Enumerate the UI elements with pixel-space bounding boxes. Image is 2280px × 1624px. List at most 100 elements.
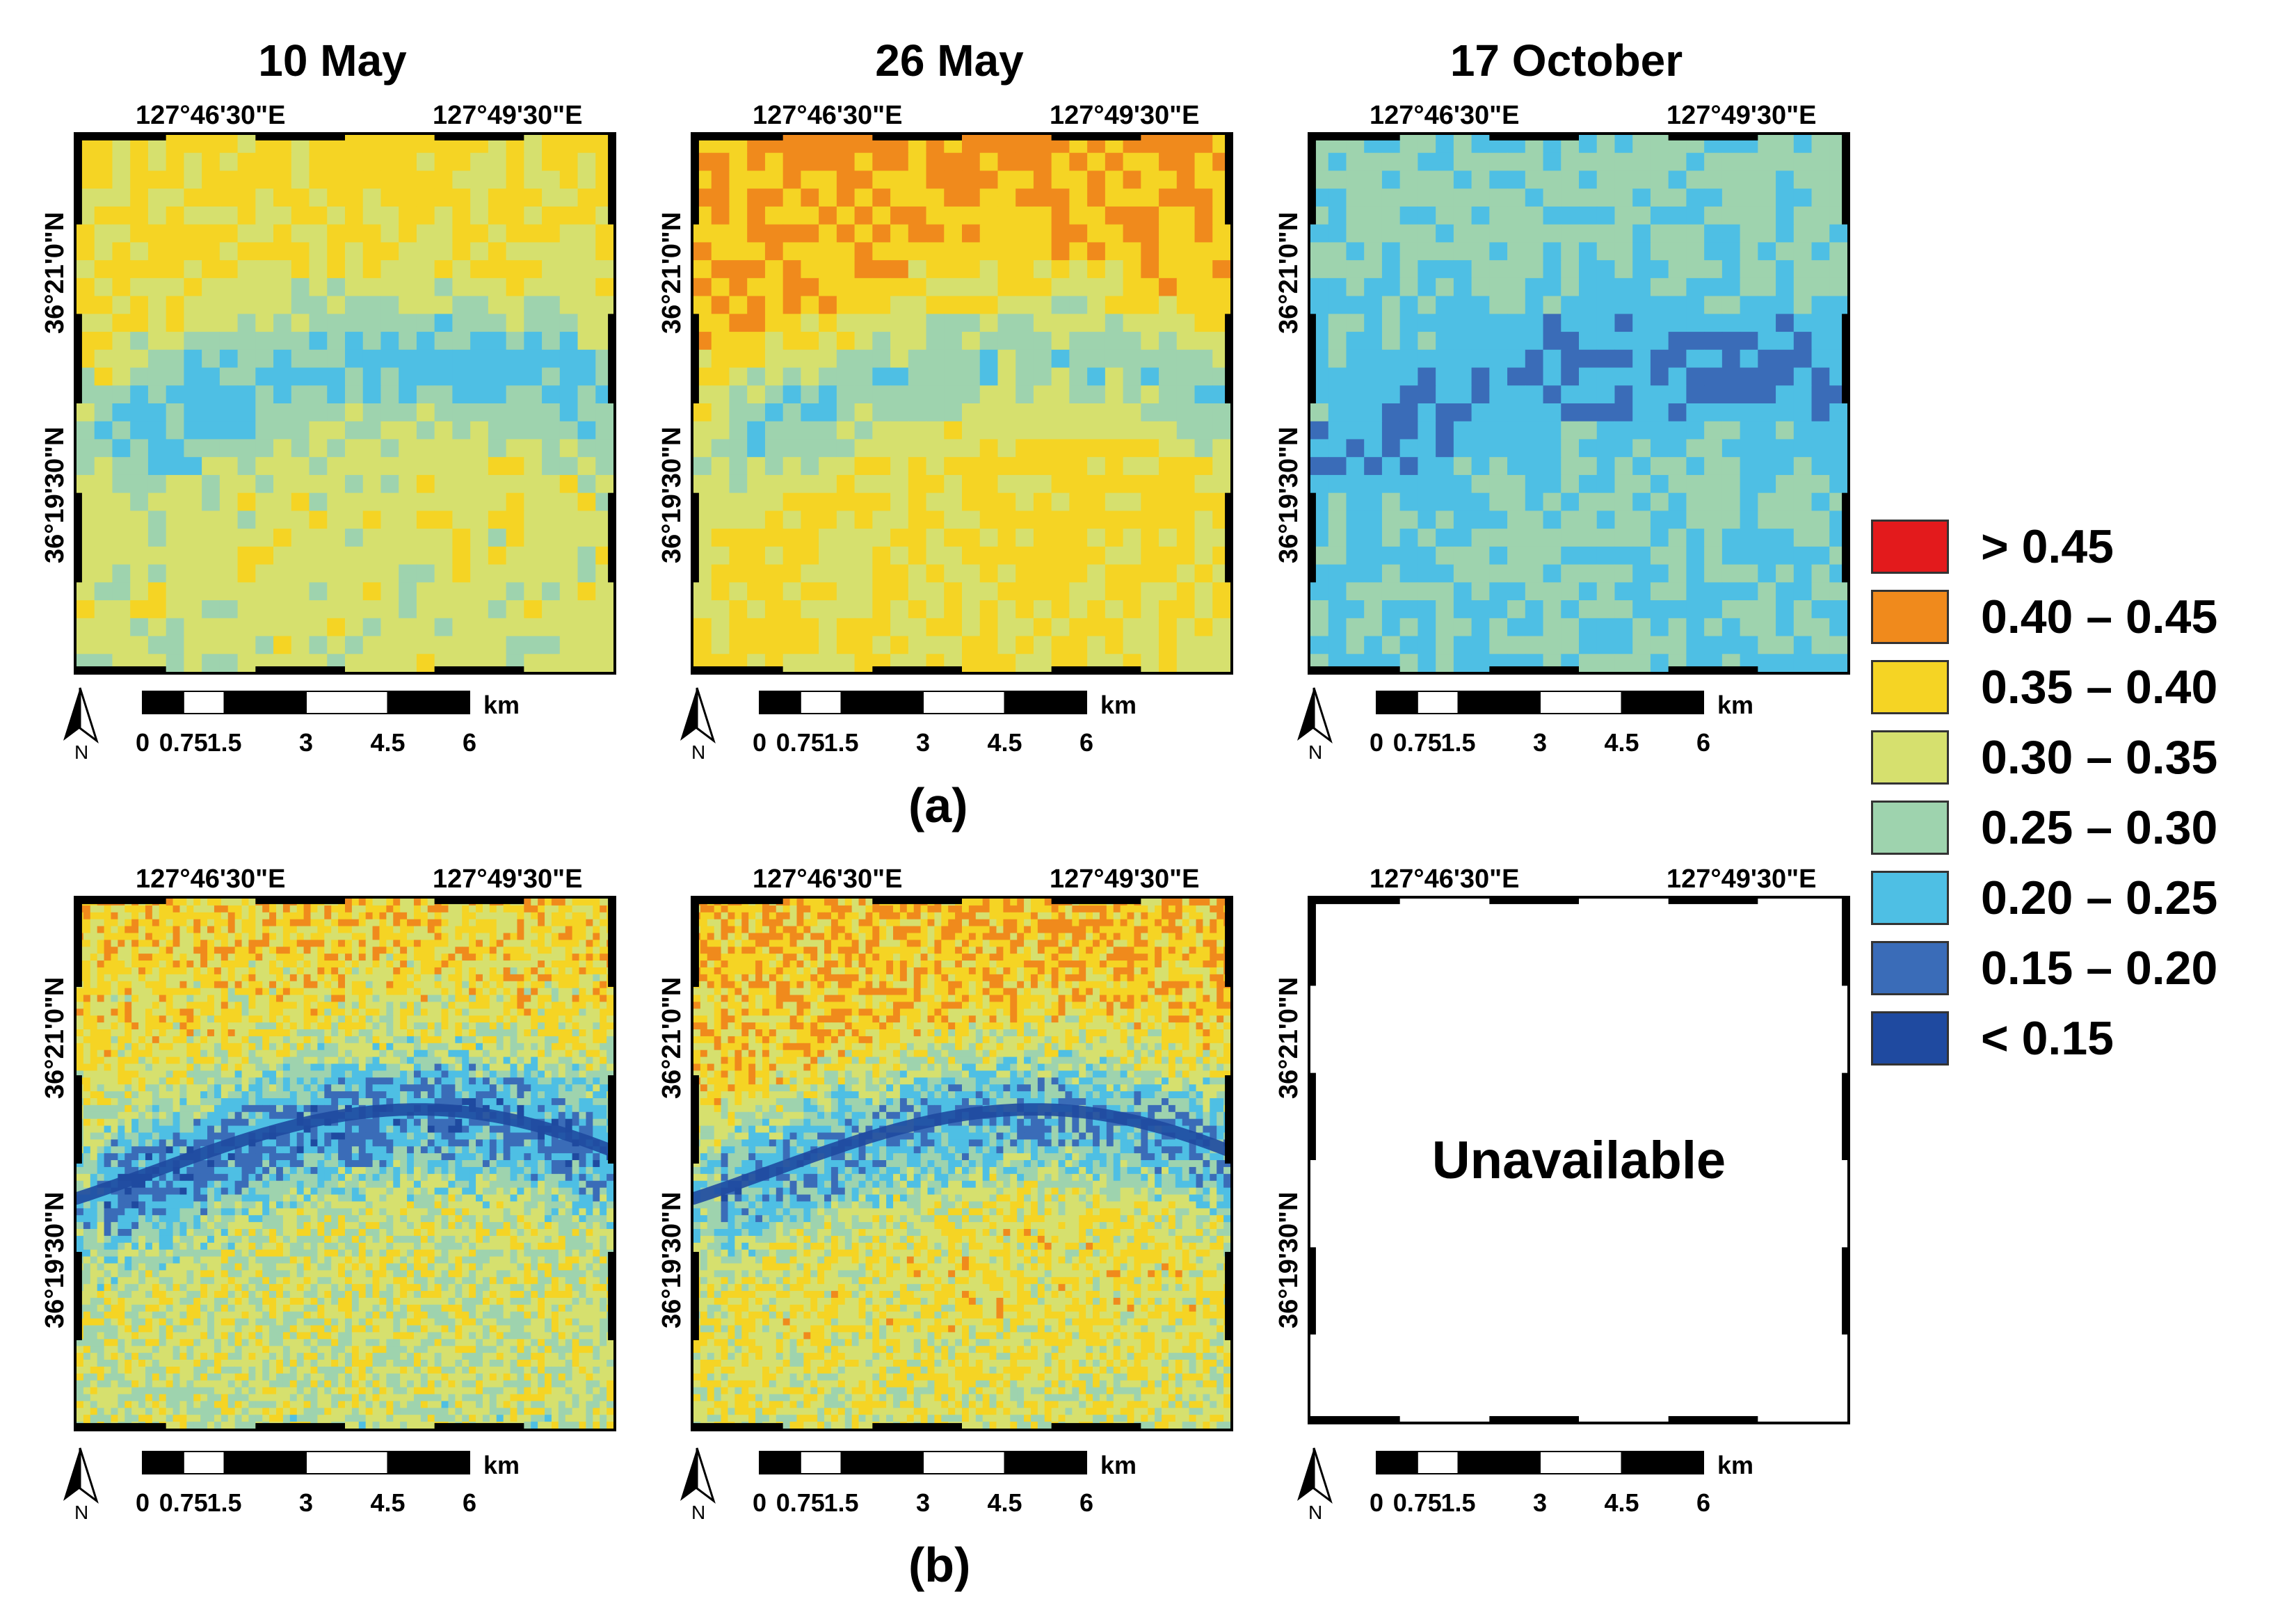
map-cell <box>1686 170 1705 189</box>
map-cell <box>524 278 543 297</box>
map-cell <box>94 367 113 386</box>
map-cell <box>452 654 471 672</box>
map-cell <box>510 947 517 954</box>
map-cell <box>351 912 360 920</box>
map-cell <box>269 905 277 913</box>
map-cell <box>393 1043 401 1051</box>
map-cell <box>420 933 428 940</box>
map-cell <box>455 1084 463 1092</box>
map-cell <box>145 1002 153 1009</box>
map-cell <box>1033 582 1052 601</box>
map-cell <box>470 492 489 511</box>
map-cell <box>399 135 417 154</box>
map-cell <box>579 940 586 947</box>
map-cell <box>819 242 837 261</box>
map-cell <box>97 1056 105 1065</box>
map-cell <box>90 912 98 920</box>
map-cell <box>296 954 305 961</box>
map-cell <box>593 995 600 1002</box>
map-cell <box>538 954 545 961</box>
scale-tick-label: 4.5 <box>987 728 1022 757</box>
map-cell <box>166 947 174 954</box>
map-cell <box>413 1008 422 1016</box>
map-cell <box>331 967 339 975</box>
map-cell <box>607 947 613 954</box>
map-cell <box>83 1029 91 1037</box>
map-coarse-10-may <box>74 132 616 675</box>
map-cell <box>186 919 194 927</box>
map-cell <box>462 1063 469 1071</box>
lon-label-left: 127°46'30"E <box>136 101 286 130</box>
map-cell <box>1212 492 1230 511</box>
map-cell <box>1704 278 1723 297</box>
map-cell <box>496 919 504 927</box>
map-cell <box>1033 135 1052 154</box>
map-cell <box>434 1050 442 1058</box>
map-cell <box>269 1029 277 1037</box>
map-cell <box>276 1015 284 1023</box>
map-cell <box>1650 349 1669 369</box>
map-cell <box>524 967 531 975</box>
map-cell <box>1194 224 1213 243</box>
map-cell <box>1686 314 1705 332</box>
map-cell <box>1418 582 1436 601</box>
map-cell <box>184 242 202 261</box>
map-cell <box>1176 439 1196 458</box>
map-cell <box>1525 403 1544 422</box>
map-cell <box>166 912 174 920</box>
map-cell <box>207 912 215 920</box>
map-cell <box>234 995 243 1002</box>
map-cell <box>819 564 837 583</box>
map-cell <box>1212 242 1230 261</box>
map-cell <box>452 582 471 601</box>
map-cell <box>166 242 184 261</box>
map-cell <box>317 919 325 927</box>
map-cell <box>1453 600 1472 619</box>
map-cell <box>1721 654 1741 672</box>
map-cell <box>962 474 981 494</box>
map-cell <box>1776 135 1795 154</box>
map-cell <box>166 1022 174 1030</box>
map-cell <box>462 912 469 920</box>
map-cell <box>836 529 856 547</box>
map-cell <box>496 1008 504 1016</box>
map-cell <box>303 988 312 996</box>
map-cell <box>1033 188 1052 207</box>
map-cell <box>202 296 220 314</box>
map-cell <box>94 224 113 243</box>
map-cell <box>524 905 531 913</box>
map-cell <box>1579 474 1598 494</box>
map-cell <box>455 1043 463 1051</box>
map-cell <box>234 1084 243 1092</box>
map-cell <box>130 546 149 565</box>
map-cell <box>184 510 202 529</box>
map-cell <box>1328 403 1347 422</box>
map-cell <box>94 403 113 422</box>
map-cell <box>104 1022 111 1030</box>
map-cell <box>801 314 819 332</box>
map-cell <box>138 1056 146 1065</box>
map-cell <box>1471 492 1490 511</box>
map-cell <box>1811 564 1830 583</box>
map-cell <box>362 582 382 601</box>
map-cell <box>944 242 963 261</box>
map-cell <box>186 988 194 996</box>
map-cell <box>997 654 1016 672</box>
map-cell <box>565 912 573 920</box>
map-cell <box>1561 278 1580 297</box>
map-cell <box>255 385 274 404</box>
map-cell <box>524 188 543 207</box>
map-cell <box>94 260 113 279</box>
map-cell <box>220 1022 229 1030</box>
map-cell <box>542 421 561 440</box>
map-cell <box>372 967 380 975</box>
map-cell <box>489 1063 497 1071</box>
map-cell <box>1596 206 1616 225</box>
map-cell <box>819 367 837 386</box>
map-cell <box>90 995 98 1002</box>
map-cell <box>551 1070 559 1078</box>
map-cell <box>1543 564 1562 583</box>
map-cell <box>944 492 963 511</box>
map-cell <box>434 492 453 511</box>
map-cell <box>593 1077 600 1085</box>
